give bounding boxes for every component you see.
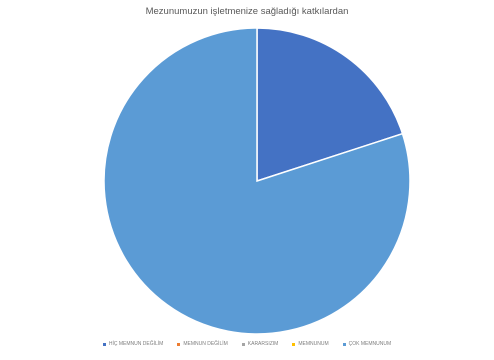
- chart-title: Mezunumuzun işletmenize sağladığı katkıl…: [145, 6, 349, 17]
- legend-item-4: MEMNUNUM: [292, 341, 329, 347]
- chart-legend: HİÇ MEMNUN DEĞİLİM MEMNUN DEĞİLİM KARARSIZ…: [0, 341, 494, 347]
- legend-item-3: KARARSIZIM: [241, 341, 279, 347]
- legend-marker-icon: [342, 342, 346, 346]
- pie-slice-1: [256, 27, 404, 183]
- legend-marker-icon: [102, 342, 106, 346]
- legend-label: KARARSIZIM: [247, 341, 279, 347]
- legend-label: MEMNUNUM: [298, 341, 329, 347]
- legend-item-2: MEMNUN DEĞİLİM: [177, 341, 228, 347]
- pie-slice-5: [103, 27, 411, 335]
- legend-label: MEMNUN DEĞİLİM: [183, 341, 228, 347]
- legend-item-5: ÇOK MEMNUNUM: [342, 341, 392, 347]
- legend-item-1: HİÇ MEMNUN DEĞİLİM: [102, 341, 164, 347]
- legend-marker-icon: [241, 342, 245, 346]
- legend-label: ÇOK MEMNUNUM: [348, 341, 392, 347]
- legend-label: HİÇ MEMNUN DEĞİLİM: [108, 341, 164, 347]
- legend-marker-icon: [292, 342, 296, 346]
- legend-marker-icon: [177, 342, 181, 346]
